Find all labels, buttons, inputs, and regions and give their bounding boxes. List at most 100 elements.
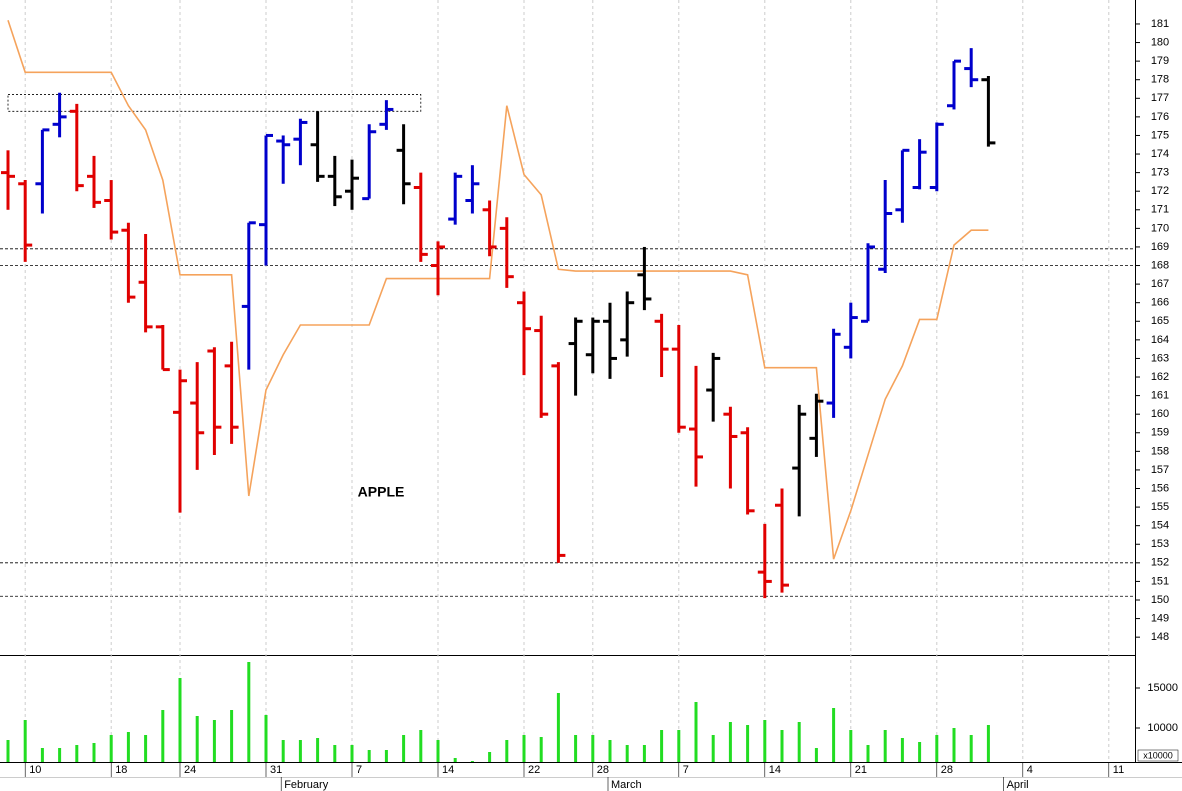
volume-bar <box>384 750 388 762</box>
y-tick-label: 155 <box>1151 501 1169 513</box>
x-tick-label: 7 <box>683 764 689 776</box>
volume-bar <box>866 745 870 762</box>
volume-bar <box>195 716 199 762</box>
y-tick-label: 161 <box>1151 390 1169 402</box>
volume-bar <box>436 740 440 762</box>
x-tick-label: 31 <box>270 764 282 776</box>
x-tick-label: 18 <box>115 764 127 776</box>
x-tick-label: 7 <box>356 764 362 776</box>
month-label: March <box>611 779 642 791</box>
y-tick-label: 156 <box>1151 482 1169 494</box>
y-tick-label: 174 <box>1151 148 1169 160</box>
range-box <box>7 94 422 112</box>
volume-scale-label: x10000 <box>1143 750 1173 760</box>
volume-bar <box>419 730 423 762</box>
y-tick-label: 167 <box>1151 278 1169 290</box>
month-label: April <box>1007 779 1029 791</box>
y-tick-label: 153 <box>1151 538 1169 550</box>
x-tick-label: 24 <box>184 764 196 776</box>
y-tick-label: 149 <box>1151 612 1169 624</box>
volume-bar <box>453 758 457 762</box>
y-tick-label: 169 <box>1151 241 1169 253</box>
volume-bar <box>488 752 492 762</box>
volume-bar <box>780 730 784 762</box>
volume-bar <box>832 708 836 762</box>
volume-bar <box>161 710 165 762</box>
y-tick-label: 152 <box>1151 557 1169 569</box>
volume-bar <box>58 748 62 762</box>
volume-bar <box>350 745 354 762</box>
y-tick-label: 179 <box>1151 55 1169 67</box>
y-tick-label: 175 <box>1151 129 1169 141</box>
y-tick-label: 177 <box>1151 92 1169 104</box>
volume-bar <box>746 725 750 762</box>
volume-bar <box>900 738 904 762</box>
volume-bar <box>230 710 234 762</box>
x-tick-label: 28 <box>941 764 953 776</box>
volume-bar <box>883 730 887 762</box>
volume-bar <box>281 740 285 762</box>
y-tick-label: 154 <box>1151 520 1169 532</box>
y-tick-label: 158 <box>1151 445 1169 457</box>
volume-bar <box>763 720 767 762</box>
y-tick-label: 178 <box>1151 74 1169 86</box>
y-tick-label: 157 <box>1151 464 1169 476</box>
y-tick-label: 164 <box>1151 334 1169 346</box>
marks <box>1 20 996 762</box>
volume-bar <box>6 740 10 762</box>
volume-bar <box>247 662 251 762</box>
indicator-line <box>7 20 989 560</box>
y-tick-label: 171 <box>1151 204 1169 216</box>
volume-bar <box>797 722 801 762</box>
volume-bar <box>814 748 818 762</box>
volume-bar <box>952 728 956 762</box>
volume-bar <box>642 745 646 762</box>
volume-bar <box>470 761 474 762</box>
volume-bar <box>918 742 922 762</box>
volume-bar <box>316 738 320 762</box>
volume-bar <box>711 735 715 762</box>
volume-bar <box>298 740 302 762</box>
volume-bar <box>608 740 612 762</box>
y-tick-label: 168 <box>1151 259 1169 271</box>
volume-bar <box>625 745 629 762</box>
x-tick-label: 21 <box>855 764 867 776</box>
volume-bar <box>660 730 664 762</box>
volume-bar <box>212 720 216 762</box>
y-tick-label: 10000 <box>1147 722 1178 734</box>
volume-bar <box>126 732 130 762</box>
y-tick-label: 165 <box>1151 315 1169 327</box>
x-tick-label: 14 <box>442 764 454 776</box>
volume-bar <box>935 735 939 762</box>
y-tick-label: 162 <box>1151 371 1169 383</box>
volume-bar <box>333 745 337 762</box>
y-tick-label: 181 <box>1151 18 1169 30</box>
y-tick-label: 172 <box>1151 185 1169 197</box>
y-tick-label: 160 <box>1151 408 1169 420</box>
volume-bar <box>402 735 406 762</box>
volume-bar <box>505 740 509 762</box>
x-tick-label: 4 <box>1027 764 1033 776</box>
y-tick-label: 176 <box>1151 111 1169 123</box>
volume-bar <box>539 737 543 762</box>
y-tick-label: 166 <box>1151 297 1169 309</box>
volume-bar <box>677 730 681 762</box>
y-tick-label: 163 <box>1151 352 1169 364</box>
x-tick-label: 14 <box>769 764 781 776</box>
y-tick-label: 173 <box>1151 167 1169 179</box>
y-tick-label: 159 <box>1151 427 1169 439</box>
volume-bar <box>522 735 526 762</box>
volume-bar <box>144 735 148 762</box>
volume-bar <box>264 715 268 762</box>
volume-bar <box>92 743 96 762</box>
y-tick-label: 148 <box>1151 631 1169 643</box>
x-tick-label: 11 <box>1113 764 1124 776</box>
volume-bar <box>591 735 595 762</box>
y-tick-label: 151 <box>1151 575 1169 587</box>
volume-bar <box>969 735 973 762</box>
volume-bar <box>574 735 578 762</box>
chart-title: APPLE <box>358 484 405 500</box>
volume-bar <box>556 693 560 762</box>
